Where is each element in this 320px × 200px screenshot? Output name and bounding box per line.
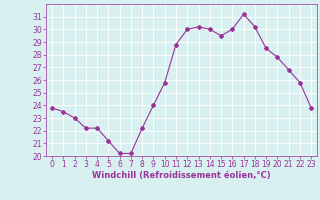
X-axis label: Windchill (Refroidissement éolien,°C): Windchill (Refroidissement éolien,°C) xyxy=(92,171,271,180)
